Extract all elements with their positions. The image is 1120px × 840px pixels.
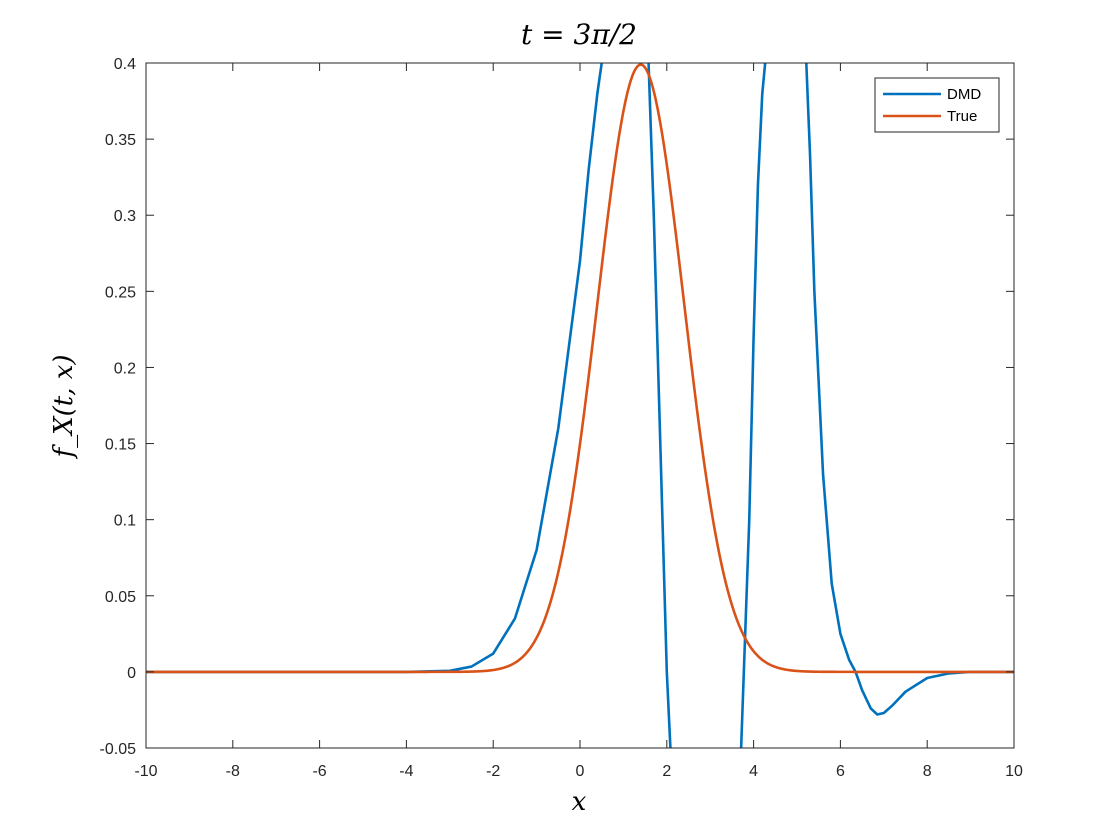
legend-label-dmd: DMD [947,86,981,103]
x-tick-label: -8 [226,763,240,780]
y-tick-label: 0.35 [105,132,136,149]
series-line-true [146,63,1014,674]
x-tick-label: -6 [312,763,326,780]
legend-box [874,77,1000,133]
y-tick-label: 0.1 [114,513,136,530]
x-tick-label: 0 [576,763,585,780]
chart-title: t = 3π/2 [521,18,637,51]
x-tick-label: -10 [134,763,157,780]
x-tick-label: 8 [923,763,932,780]
y-tick-label: -0.05 [100,741,137,758]
y-tick-label: 0 [127,665,136,682]
x-tick-label: 4 [749,763,758,780]
y-tick-label: 0.3 [114,208,136,225]
series-group [146,63,1014,748]
plot-area: -10 -8 -6 -4 -2 0 2 4 6 8 10 -0.05 0 0.05 0.1 0.15 0.2 0.… [100,56,1023,780]
y-axis-label: f_X(t, x) [49,354,79,459]
y-tick-label: 0.05 [105,589,136,606]
x-tick-label: 2 [662,763,671,780]
y-tick-label: 0.25 [105,284,136,301]
y-tick-label: 0.4 [114,56,136,73]
y-tick-label: 0.15 [105,437,136,454]
legend: DMD True [874,77,1000,133]
legend-label-true: True [947,108,977,125]
x-tick-label: 10 [1005,763,1023,780]
x-tick-label: -2 [486,763,500,780]
axes-background [146,63,1014,748]
x-tick-label: 6 [836,763,845,780]
y-tick-label: 0.2 [114,360,136,377]
x-tick-label: -4 [399,763,413,780]
x-axis-label: x [572,787,587,817]
series-line-dmd [146,63,1014,748]
